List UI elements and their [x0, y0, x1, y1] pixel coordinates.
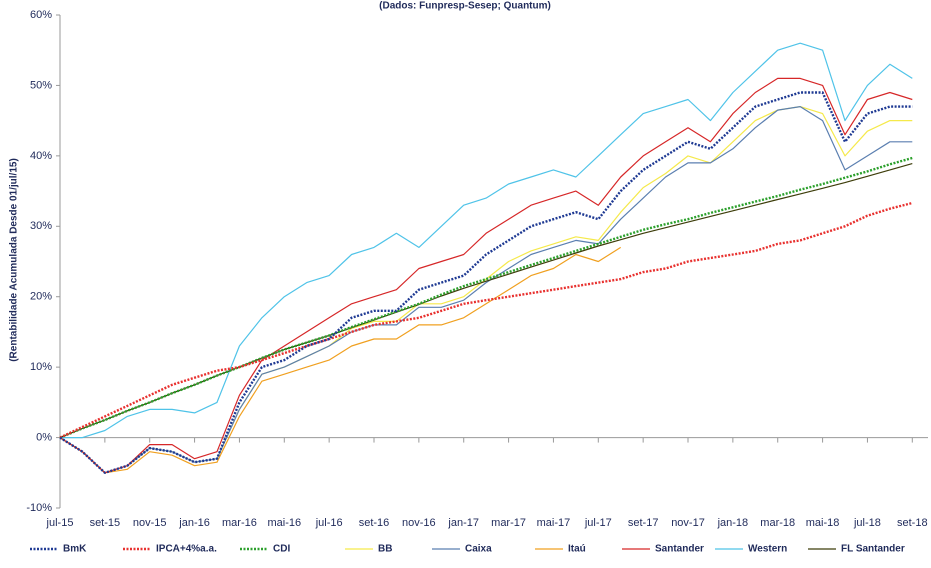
- y-tick-label: 0%: [36, 431, 52, 443]
- x-tick-label: jan-16: [178, 517, 210, 529]
- series-line: [59, 201, 913, 439]
- x-tick-label: jul-17: [584, 517, 612, 529]
- x-tick-label: set-15: [90, 517, 121, 529]
- series-line: [59, 91, 913, 474]
- y-tick-label: 20%: [30, 291, 52, 303]
- y-tick-label: 10%: [30, 361, 52, 373]
- legend-label: BmK: [63, 544, 87, 555]
- x-tick-label: jul-16: [315, 517, 343, 529]
- y-tick-label: 50%: [30, 79, 52, 91]
- x-tick-label: mar-17: [491, 517, 526, 529]
- legend-label: CDI: [273, 544, 290, 555]
- legend-label: IPCA+4%a.a.: [156, 544, 217, 555]
- x-tick-label: mar-18: [760, 517, 795, 529]
- x-tick-label: jan-18: [717, 517, 749, 529]
- x-tick-label: set-18: [897, 517, 928, 529]
- x-tick-label: mai-17: [537, 517, 571, 529]
- y-tick-label: 40%: [30, 150, 52, 162]
- legend-label: Western: [748, 544, 787, 555]
- x-tick-label: mai-16: [267, 517, 301, 529]
- x-tick-label: set-16: [359, 517, 390, 529]
- x-tick-label: set-17: [628, 517, 659, 529]
- x-tick-label: jan-17: [447, 517, 479, 529]
- y-axis-label: (Rentabilidade Acumulada Desde 01/jul/15…: [9, 158, 20, 362]
- series-line: [59, 246, 622, 474]
- legend-label: Caixa: [465, 544, 492, 555]
- series-line: [60, 42, 913, 439]
- x-tick-label: nov-16: [402, 517, 436, 529]
- x-tick-label: mar-16: [222, 517, 257, 529]
- x-tick-label: jul-18: [853, 517, 881, 529]
- legend-label: BB: [378, 544, 392, 555]
- series-line: [59, 163, 913, 439]
- legend-label: FL Santander: [841, 544, 905, 555]
- series-line: [59, 77, 913, 474]
- series-line: [59, 106, 913, 474]
- x-tick-label: mai-18: [806, 517, 840, 529]
- x-tick-label: jul-15: [46, 517, 74, 529]
- x-tick-label: nov-15: [133, 517, 167, 529]
- legend-label: Itaú: [568, 544, 586, 555]
- series-line: [59, 156, 913, 439]
- legend-label: Santander: [655, 544, 704, 555]
- y-tick-label: 60%: [30, 9, 52, 21]
- y-tick-label: -10%: [26, 502, 52, 514]
- series-line: [59, 106, 913, 474]
- x-tick-label: nov-17: [671, 517, 705, 529]
- y-tick-label: 30%: [30, 220, 52, 232]
- chart-subtitle: (Dados: Funpresp-Sesep; Quantum): [379, 1, 551, 12]
